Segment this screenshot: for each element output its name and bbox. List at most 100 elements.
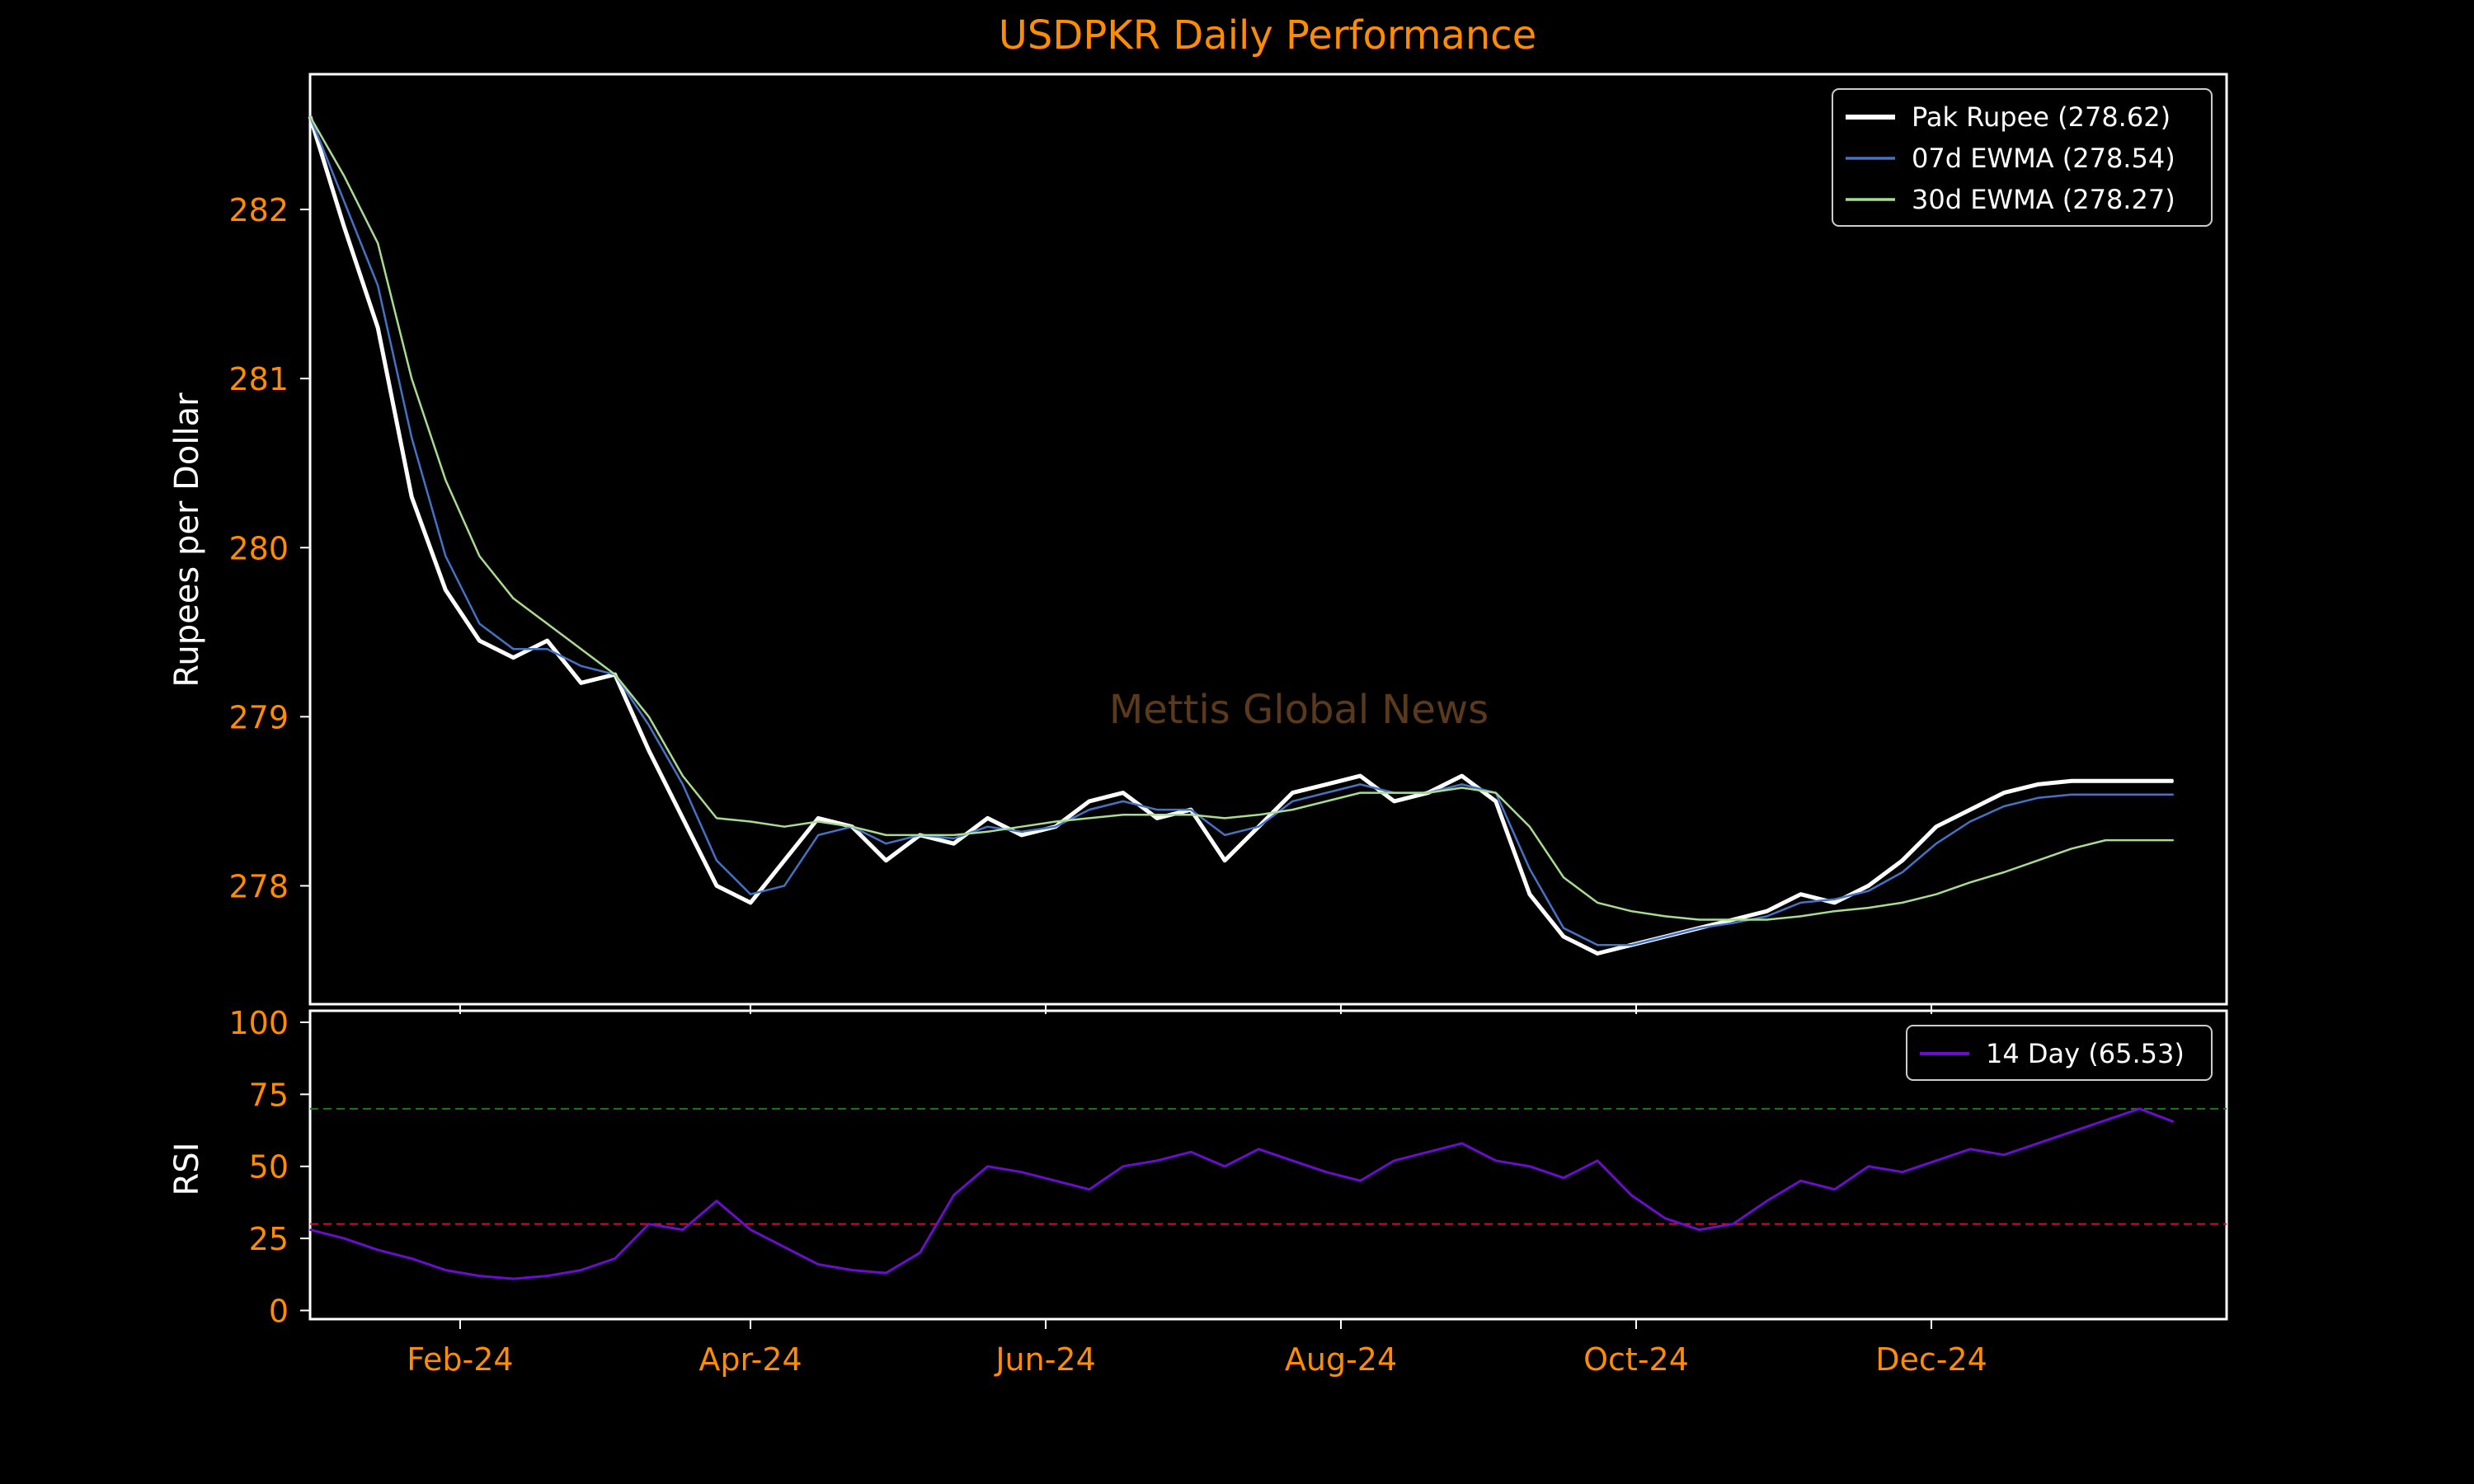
data-point (716, 885, 717, 887)
data-point (1122, 814, 1124, 816)
data-point (2105, 780, 2107, 782)
data-point (1156, 1160, 1158, 1162)
data-point (411, 437, 413, 439)
data-point (885, 1272, 887, 1274)
data-point (580, 682, 582, 684)
data-point (444, 555, 447, 557)
data-point (750, 1228, 751, 1231)
data-point (1291, 1160, 1294, 1162)
data-point (1224, 834, 1225, 836)
data-point (783, 885, 785, 887)
data-point (343, 200, 345, 202)
data-point (2105, 1120, 2107, 1121)
data-point (1393, 801, 1395, 802)
data-point (343, 175, 345, 176)
data-point (1935, 1160, 1937, 1162)
data-point (1732, 922, 1734, 924)
data-point (478, 555, 481, 557)
data-point (1020, 1171, 1023, 1173)
data-point (1969, 809, 1971, 810)
data-point (1902, 871, 1903, 873)
data-point (783, 825, 785, 828)
data-point (1799, 1180, 1802, 1181)
data-point (1630, 910, 1632, 912)
y-tick-label: 100 (228, 1005, 289, 1041)
data-point (1291, 791, 1294, 794)
data-point (1698, 927, 1700, 929)
x-tick-label: Feb-24 (407, 1341, 513, 1378)
series-3 (308, 115, 2175, 921)
data-point (2037, 797, 2039, 799)
data-point (1935, 893, 1937, 895)
data-point (1698, 1228, 1700, 1231)
data-point (1529, 893, 1531, 895)
data-point (1902, 859, 1903, 862)
rsi-y-axis-label: RSI (168, 1143, 206, 1196)
y-tick-label: 0 (269, 1294, 289, 1330)
data-point (580, 665, 582, 667)
data-point (1224, 1165, 1225, 1167)
panel-frame (308, 1009, 2228, 1321)
data-point (1969, 820, 1971, 823)
data-point (2071, 793, 2072, 796)
series-1 (309, 1107, 2175, 1280)
data-point (1460, 787, 1463, 789)
data-point (682, 775, 684, 777)
data-point (546, 1275, 548, 1277)
data-point (309, 115, 311, 118)
data-point (1427, 791, 1429, 794)
top-y-axis-label: Rupees per Dollar (168, 392, 206, 688)
data-point (682, 1228, 684, 1231)
data-point (512, 598, 515, 599)
data-point (1020, 831, 1023, 833)
data-point (1291, 801, 1294, 802)
data-point (1089, 801, 1090, 802)
data-point (1766, 918, 1768, 921)
data-point (1902, 902, 1903, 904)
data-point (885, 834, 887, 836)
data-point (1258, 825, 1260, 828)
price-panel: 278 279 280 281 282 Pak Rupee (278.62) 07d EWM… (228, 73, 2228, 1006)
data-point (1325, 801, 1328, 802)
data-point (1664, 1217, 1666, 1219)
data-point (682, 817, 684, 819)
data-point (2003, 791, 2005, 794)
data-point (1224, 859, 1225, 862)
data-point (851, 825, 854, 828)
data-point (1495, 801, 1497, 802)
data-point (1630, 1194, 1632, 1196)
data-point (1597, 1160, 1598, 1162)
data-point (512, 1278, 515, 1280)
rsi-panel: 0 25 50 75 100 14 Day (65.53) (228, 1005, 2228, 1330)
data-point (2172, 793, 2175, 796)
data-point (716, 859, 717, 862)
watermark: Mettis Global News (1109, 687, 1489, 733)
data-point (1359, 791, 1362, 794)
data-point (1698, 918, 1700, 921)
data-point (444, 589, 447, 591)
data-point (2003, 871, 2005, 873)
data-point (1190, 809, 1192, 810)
data-point (1089, 809, 1090, 810)
data-point (1833, 899, 1836, 900)
data-point (1563, 927, 1564, 929)
data-point (2003, 1154, 2005, 1156)
data-point (478, 622, 481, 625)
data-point (1190, 814, 1192, 816)
data-point (1156, 817, 1158, 819)
data-point (1630, 944, 1632, 946)
data-point (1291, 809, 1294, 810)
x-tick-label: Oct-24 (1583, 1341, 1689, 1378)
data-point (1359, 1180, 1362, 1181)
data-point (952, 834, 955, 836)
data-point (444, 479, 447, 481)
data-point (1359, 783, 1362, 786)
data-point (885, 859, 887, 862)
data-point (1460, 783, 1463, 786)
data-point (1935, 843, 1937, 844)
data-point (343, 225, 345, 228)
data-point (1325, 783, 1328, 786)
x-tick-label: Apr-24 (698, 1341, 802, 1378)
data-point (1325, 1171, 1328, 1173)
